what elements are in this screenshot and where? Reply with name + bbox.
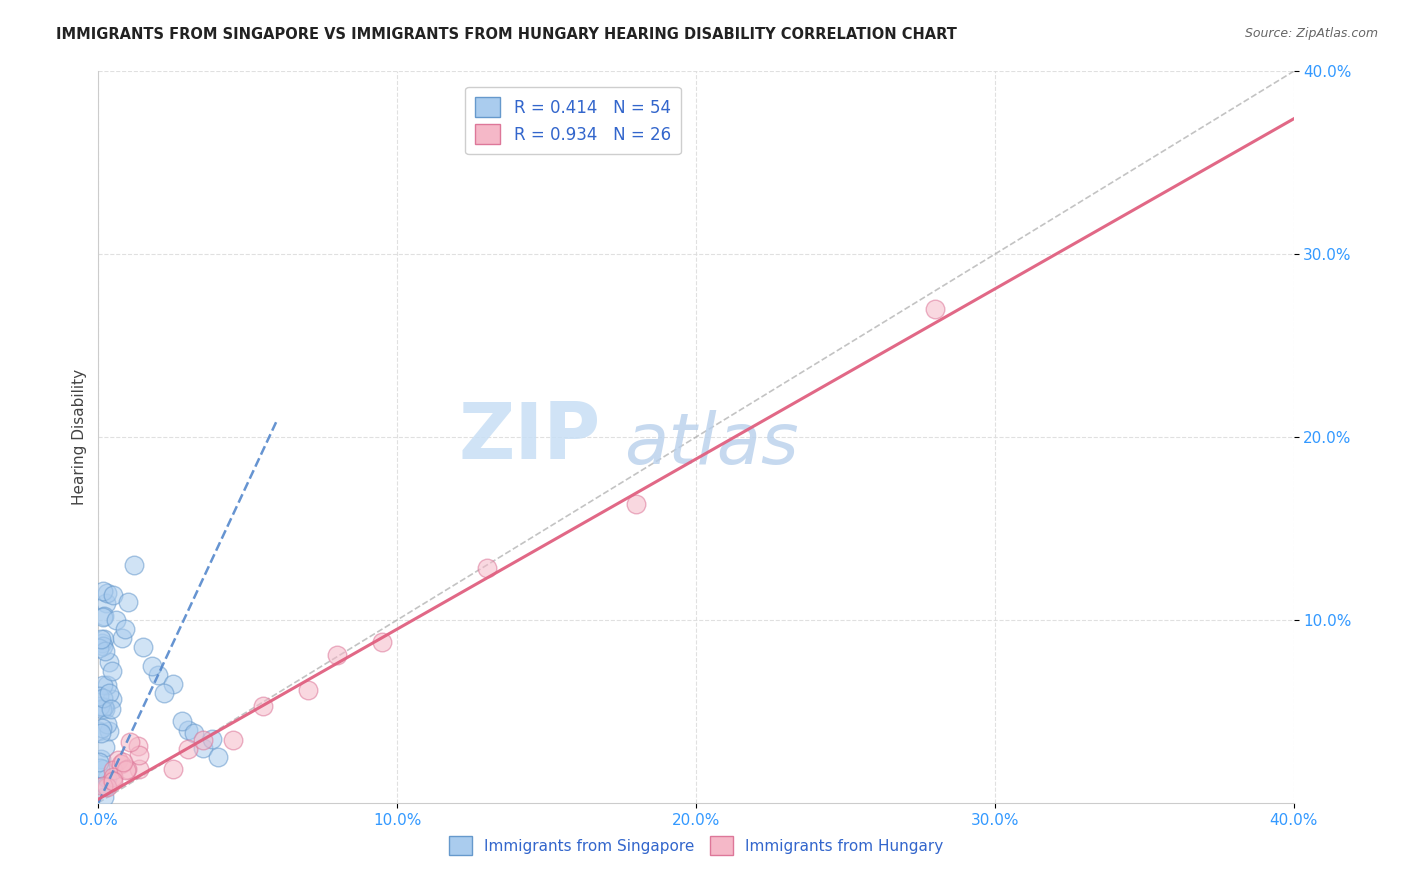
- Point: [90, 752, 112, 766]
- Point: [127, 739, 149, 753]
- Point: [96, 678, 118, 692]
- Point: [91, 636, 114, 650]
- Point: [89, 699, 111, 714]
- Legend: Immigrants from Singapore, Immigrants from Hungary: Immigrants from Singapore, Immigrants fr…: [443, 830, 949, 861]
- Point: [94, 779, 117, 793]
- Point: [100, 701, 122, 715]
- Point: [105, 613, 128, 627]
- Point: [91, 639, 114, 653]
- Point: [110, 757, 132, 772]
- Point: [475, 561, 498, 575]
- Point: [96, 780, 118, 794]
- Point: [101, 664, 124, 678]
- Text: IMMIGRANTS FROM SINGAPORE VS IMMIGRANTS FROM HUNGARY HEARING DISABILITY CORRELAT: IMMIGRANTS FROM SINGAPORE VS IMMIGRANTS …: [56, 27, 957, 42]
- Point: [91, 691, 114, 706]
- Point: [183, 726, 205, 740]
- Point: [98, 724, 121, 739]
- Point: [93, 700, 115, 714]
- Text: ZIP: ZIP: [458, 399, 600, 475]
- Point: [177, 742, 200, 756]
- Point: [101, 692, 124, 706]
- Point: [103, 770, 125, 784]
- Point: [103, 588, 125, 602]
- Point: [91, 678, 114, 692]
- Point: [118, 735, 141, 749]
- Point: [128, 747, 150, 762]
- Point: [115, 763, 138, 777]
- Point: [172, 714, 194, 728]
- Point: [626, 497, 648, 511]
- Point: [91, 583, 114, 598]
- Point: [97, 655, 120, 669]
- Point: [96, 596, 118, 610]
- Point: [297, 683, 319, 698]
- Point: [90, 721, 112, 735]
- Point: [128, 762, 150, 776]
- Point: [114, 622, 136, 636]
- Point: [162, 762, 184, 776]
- Point: [107, 752, 129, 766]
- Point: [90, 632, 112, 646]
- Point: [222, 733, 245, 747]
- Point: [89, 761, 111, 775]
- Point: [111, 632, 134, 646]
- Point: [101, 764, 124, 778]
- Point: [141, 658, 163, 673]
- Point: [91, 610, 114, 624]
- Point: [371, 634, 394, 648]
- Point: [93, 790, 115, 805]
- Point: [94, 739, 117, 754]
- Point: [924, 301, 946, 317]
- Point: [252, 698, 274, 713]
- Point: [93, 608, 115, 623]
- Point: [91, 762, 114, 776]
- Point: [191, 733, 214, 747]
- Point: [153, 686, 176, 700]
- Point: [124, 558, 146, 573]
- Point: [117, 594, 139, 608]
- Point: [103, 774, 125, 789]
- Point: [117, 762, 139, 776]
- Point: [207, 750, 229, 764]
- Point: [132, 640, 155, 655]
- Point: [89, 724, 111, 739]
- Point: [93, 702, 115, 716]
- Point: [96, 716, 118, 731]
- Point: [201, 731, 224, 746]
- Point: [177, 723, 200, 737]
- Point: [96, 771, 118, 785]
- Point: [148, 667, 170, 681]
- Point: [191, 740, 214, 755]
- Point: [87, 690, 110, 704]
- Point: [90, 726, 112, 740]
- Text: Source: ZipAtlas.com: Source: ZipAtlas.com: [1244, 27, 1378, 40]
- Point: [111, 755, 134, 769]
- Text: atlas: atlas: [624, 410, 799, 479]
- Y-axis label: Hearing Disability: Hearing Disability: [72, 369, 87, 505]
- Point: [162, 677, 184, 691]
- Point: [101, 773, 124, 788]
- Point: [94, 644, 117, 658]
- Point: [96, 586, 118, 600]
- Point: [87, 755, 110, 769]
- Point: [326, 648, 349, 662]
- Point: [90, 701, 112, 715]
- Point: [91, 779, 114, 793]
- Point: [93, 632, 115, 646]
- Point: [98, 686, 121, 700]
- Point: [87, 641, 110, 656]
